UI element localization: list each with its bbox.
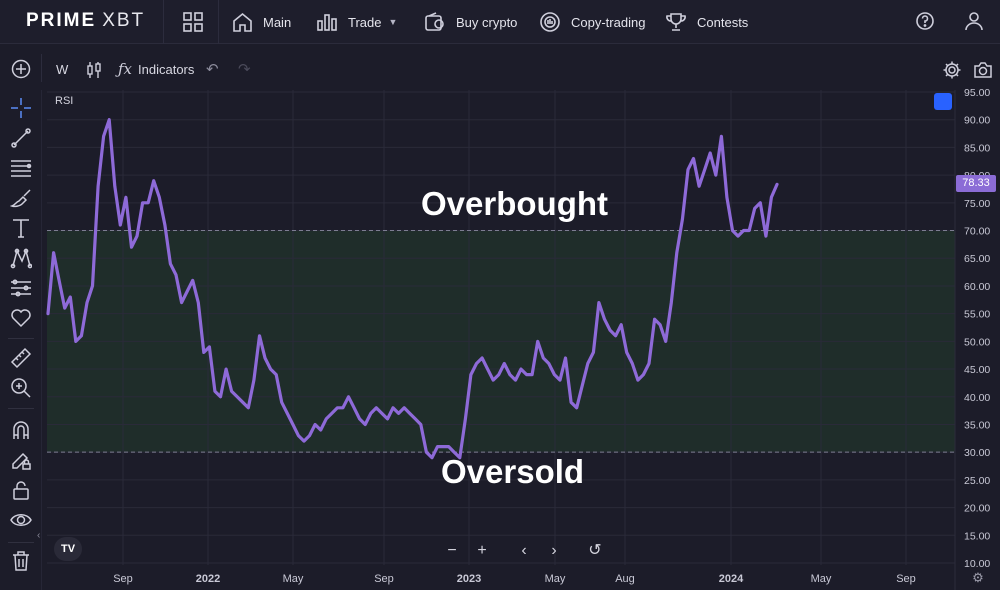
y-tick-label: 10.00 <box>964 558 990 570</box>
trash-icon[interactable] <box>10 550 32 572</box>
heart-icon[interactable] <box>10 307 32 329</box>
camera-icon[interactable] <box>973 61 993 79</box>
add-symbol-icon[interactable] <box>11 59 31 79</box>
divider <box>8 542 34 543</box>
x-tick-label: Sep <box>896 573 916 585</box>
brush-icon[interactable] <box>10 187 32 209</box>
drawing-toolbar: ‹ <box>0 90 42 590</box>
y-tick-label: 90.00 <box>964 115 990 127</box>
divider <box>41 54 42 82</box>
y-tick-label: 40.00 <box>964 392 990 404</box>
y-tick-label: 65.00 <box>964 253 990 265</box>
y-tick-label: 85.00 <box>964 142 990 154</box>
settings-gear-icon[interactable] <box>942 60 962 80</box>
y-tick-label: 75.00 <box>964 198 990 210</box>
y-tick-label: 60.00 <box>964 281 990 293</box>
x-tick-label: Sep <box>113 573 133 585</box>
indicators-button[interactable]: ƒx Indicators <box>118 60 194 78</box>
eye-icon[interactable] <box>10 509 32 531</box>
y-tick-label: 50.00 <box>964 336 990 348</box>
x-tick-label: Sep <box>374 573 394 585</box>
divider <box>163 0 164 44</box>
trophy-icon <box>666 13 686 31</box>
x-tick-label: May <box>811 573 832 585</box>
undo-icon[interactable]: ↶ <box>206 61 219 78</box>
rsi-line <box>46 118 779 460</box>
y-tick-label: 35.00 <box>964 419 990 431</box>
chart-toolbar: W ƒx Indicators ↶ ↷ <box>0 44 1000 90</box>
x-tick-label: Aug <box>615 573 635 585</box>
nav-copy-trading[interactable]: Copy-trading <box>539 0 645 44</box>
forecast-icon[interactable] <box>10 277 32 299</box>
user-icon[interactable] <box>964 11 984 31</box>
y-tick-label: 70.00 <box>964 226 990 238</box>
x-tick-label: May <box>283 573 304 585</box>
divider <box>8 408 34 409</box>
x-tick-label: 2023 <box>457 573 481 585</box>
redo-icon[interactable]: ↷ <box>238 61 251 78</box>
indicators-label: Indicators <box>138 61 195 77</box>
crosshair-icon[interactable] <box>10 97 32 119</box>
nav-main[interactable]: Main <box>232 0 291 44</box>
ruler-icon[interactable] <box>10 347 32 369</box>
y-tick-label: 25.00 <box>964 475 990 487</box>
copy-trading-icon <box>540 12 560 32</box>
trend-line-icon[interactable] <box>10 127 32 149</box>
y-tick-label: 80.00 <box>964 170 990 182</box>
x-tick-label: May <box>545 573 566 585</box>
nav-label: Main <box>263 14 292 30</box>
candlestick-icon[interactable] <box>86 61 102 79</box>
nav-contests[interactable]: Contests <box>665 0 748 44</box>
x-tick-label: 2024 <box>719 573 744 585</box>
nav-trade[interactable]: Trade ▼ <box>316 0 397 44</box>
y-tick-label: 95.00 <box>964 87 990 99</box>
zoom-in-icon[interactable] <box>10 377 32 399</box>
lock-icon[interactable] <box>10 479 32 501</box>
text-icon[interactable] <box>10 217 32 239</box>
y-tick-label: 15.00 <box>964 530 990 542</box>
collapse-sidebar-icon[interactable]: ‹ <box>37 530 41 541</box>
x-tick-label: 2022 <box>196 573 220 585</box>
nav-label: Trade <box>348 14 382 30</box>
nav-label: Copy-trading <box>571 14 646 30</box>
y-tick-label: 45.00 <box>964 364 990 376</box>
fib-icon[interactable] <box>10 157 32 179</box>
bar-chart-icon <box>317 14 337 31</box>
nav-label: Contests <box>697 14 749 30</box>
top-bar: PRIME XBT Main Trade ▼ Buy crypto Copy-tr… <box>0 0 1000 44</box>
nav-buy-crypto[interactable]: Buy crypto <box>424 0 517 44</box>
lock-drawing-icon[interactable] <box>10 449 32 471</box>
y-tick-label: 55.00 <box>964 309 990 321</box>
divider <box>218 0 219 44</box>
function-icon: ƒx <box>118 60 133 78</box>
divider <box>8 338 34 339</box>
home-icon <box>233 12 252 32</box>
pattern-icon[interactable] <box>10 247 32 269</box>
y-tick-label: 20.00 <box>964 503 990 515</box>
interval-button[interactable]: W <box>56 62 69 77</box>
chevron-down-icon: ▼ <box>388 17 398 27</box>
magnet-icon[interactable] <box>10 419 32 441</box>
help-icon[interactable] <box>915 11 935 31</box>
nav-label: Buy crypto <box>456 14 518 30</box>
y-tick-label: 30.00 <box>964 447 990 459</box>
wallet-icon <box>425 12 444 31</box>
apps-grid-icon[interactable] <box>182 11 204 33</box>
prime-xbt-logo[interactable]: PRIME XBT <box>26 10 146 31</box>
